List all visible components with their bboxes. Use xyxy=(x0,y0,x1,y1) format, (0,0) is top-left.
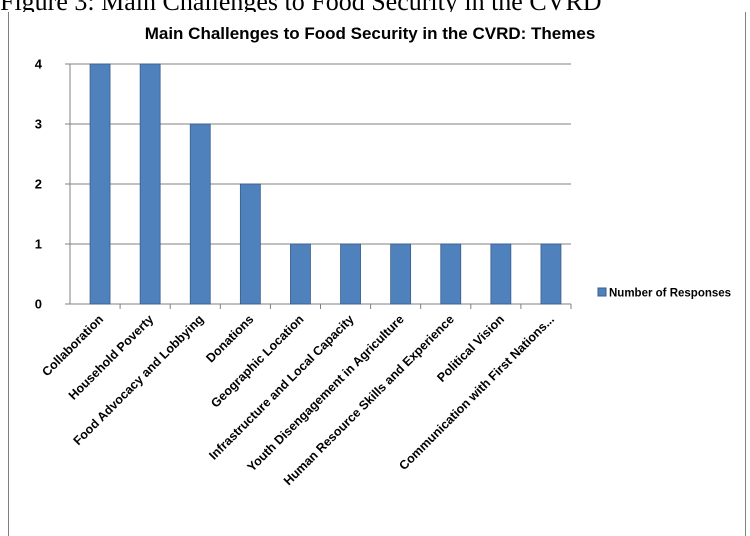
chart-title: Main Challenges to Food Security in the … xyxy=(145,24,596,43)
legend-label: Number of Responses xyxy=(609,288,731,300)
bar xyxy=(89,63,111,305)
bar xyxy=(139,63,161,305)
x-category-label: Human Resource Skills and Experience xyxy=(281,312,457,488)
x-category-label: Geographic Location xyxy=(208,312,306,410)
y-tick-label: 3 xyxy=(35,117,42,132)
y-tick-label: 4 xyxy=(35,57,43,72)
bar xyxy=(540,243,562,305)
y-axis-ticks: 0 1 2 3 4 xyxy=(35,57,43,312)
bar xyxy=(340,243,361,305)
bar-series xyxy=(89,63,562,305)
legend-swatch xyxy=(597,287,607,297)
y-tick-label: 0 xyxy=(35,297,42,312)
bar xyxy=(390,243,412,305)
x-category-label: Donations xyxy=(203,312,256,365)
bar xyxy=(239,183,261,305)
chart-container xyxy=(8,12,746,536)
y-tick-label: 1 xyxy=(35,237,42,252)
bar xyxy=(290,243,311,305)
bar xyxy=(490,243,512,305)
x-category-label: Household Poverty xyxy=(66,312,156,402)
bar xyxy=(440,243,462,305)
bar xyxy=(189,123,211,305)
y-tick-label: 2 xyxy=(35,177,42,192)
legend: Number of Responses xyxy=(597,287,731,300)
